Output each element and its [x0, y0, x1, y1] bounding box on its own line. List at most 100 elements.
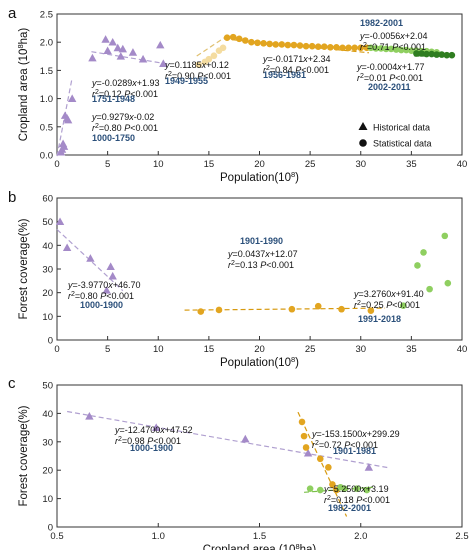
- data-point-triangle: [101, 35, 110, 43]
- trend-line: [67, 410, 390, 469]
- fit-r2: r2​=0.12 P<0.001: [92, 89, 158, 99]
- data-point-circle: [367, 307, 375, 314]
- period-label: 1751-1948: [92, 94, 135, 104]
- data-point-triangle: [106, 262, 115, 270]
- data-point-circle: [387, 45, 395, 53]
- y-tick-label: 50: [42, 381, 53, 392]
- y-tick-label: 1.5: [40, 66, 53, 77]
- fit-equation: y=-0.0004x+1.77: [356, 62, 425, 72]
- x-tick-label: 5: [105, 159, 110, 170]
- data-point-triangle: [55, 217, 65, 226]
- data-point-circle: [351, 44, 358, 52]
- data-point-triangle: [108, 38, 117, 46]
- fit-r2: r2​=0.84 P<0.001: [263, 65, 329, 75]
- period-label: 1901-1990: [240, 236, 283, 246]
- fit-equation: y=-0.0289x+1.93: [91, 78, 160, 88]
- data-point-circle: [296, 42, 304, 49]
- data-point-circle: [333, 43, 340, 51]
- panel-b: b 0 5 10 15 20 25 30 35 40 0 10 20 30 40 50 60 Population…: [8, 189, 468, 369]
- fit-equation: y=3.2760x+91.40: [353, 289, 424, 299]
- period-label: 1000-1900: [80, 300, 123, 310]
- y-tick-label: 60: [42, 194, 53, 205]
- data-point-triangle: [138, 54, 148, 63]
- data-point-circle: [329, 481, 336, 488]
- data-point-circle: [195, 61, 203, 69]
- data-point-triangle: [113, 43, 122, 52]
- fit-r2: r2​=0.01 P<0.001: [357, 73, 423, 83]
- y-tick-label: 40: [42, 409, 53, 420]
- data-point-triangle: [303, 448, 313, 457]
- data-point-circle: [314, 302, 322, 310]
- period-label: 1000-1900: [130, 443, 173, 453]
- data-point-triangle: [108, 271, 117, 280]
- data-point-circle: [338, 305, 345, 313]
- x-tick-label: 15: [204, 344, 215, 355]
- y-axis-label: Forest coverage(%): [18, 218, 30, 319]
- y-tick-label: 2.0: [40, 38, 53, 49]
- y-tick-label: 10: [42, 494, 53, 505]
- x-tick-label: 1.5: [253, 531, 266, 542]
- period-label: 2002-2011: [368, 82, 411, 92]
- trend-line: [56, 77, 73, 157]
- data-point-triangle: [62, 243, 72, 252]
- data-point-triangle: [102, 286, 111, 294]
- fit-r2: r2​=0.13 P<0.001: [228, 260, 294, 270]
- data-point-circle: [403, 46, 410, 54]
- y-tick-label: 0: [48, 336, 53, 347]
- data-point-circle: [223, 34, 231, 41]
- data-point-triangle: [156, 40, 165, 49]
- data-point-circle: [197, 308, 205, 315]
- data-point-circle: [254, 39, 261, 47]
- data-point-circle: [428, 50, 435, 58]
- data-point-circle: [302, 42, 310, 50]
- fit-r2: r2​=0.18 P<0.001: [324, 495, 390, 505]
- panel-label: a: [8, 5, 17, 22]
- x-tick-label: 30: [355, 159, 366, 170]
- x-axis-label: Population(108​): [220, 355, 299, 369]
- fit-equation: y=-0.0056x+2.04: [359, 31, 428, 41]
- data-point-circle: [363, 486, 371, 494]
- fit-equation: y=0.9279x-0.02: [91, 112, 154, 122]
- fit-equation: y=-0.0171x+2.34: [262, 54, 331, 64]
- data-point-circle: [414, 262, 421, 269]
- y-tick-label: 2.5: [40, 10, 53, 21]
- fit-r2: r2​=0.98 P<0.001: [115, 436, 181, 446]
- period-label: 1901-1981: [333, 446, 376, 456]
- x-tick-label: 0: [54, 344, 59, 355]
- x-tick-label: 40: [457, 344, 468, 355]
- y-tick-label: 20: [42, 466, 53, 477]
- data-point-circle: [248, 38, 255, 46]
- data-point-triangle: [241, 434, 250, 443]
- data-point-circle: [357, 44, 365, 52]
- data-point-circle: [345, 44, 352, 52]
- period-label: 1956-1981: [263, 70, 306, 80]
- trend-line: [297, 411, 348, 517]
- legend-label: Historical data: [373, 123, 430, 133]
- data-point-circle: [377, 45, 385, 52]
- period-label: 1949-1955: [165, 76, 208, 86]
- x-tick-label: 5: [105, 344, 110, 355]
- data-point-circle: [210, 52, 218, 60]
- data-point-circle: [448, 51, 456, 59]
- data-point-circle: [284, 41, 292, 49]
- data-point-triangle: [116, 52, 125, 60]
- fit-r2: r2​=0.72 P<0.001: [312, 440, 378, 450]
- panel-label: b: [8, 189, 16, 206]
- fit-r2: r2​=0.71 P<0.001: [360, 42, 426, 52]
- fit-r2: r2​=0.90 P<0.001: [165, 71, 231, 81]
- trend-line: [91, 51, 169, 65]
- x-axis-label: Cropland area (108​ha): [203, 542, 317, 550]
- x-tick-label: 15: [204, 159, 215, 170]
- period-label: 1000-1750: [92, 133, 135, 143]
- fit-equation: y=-3.9770x+46.70: [67, 280, 141, 290]
- trend-line: [196, 36, 226, 57]
- x-tick-label: 25: [305, 159, 316, 170]
